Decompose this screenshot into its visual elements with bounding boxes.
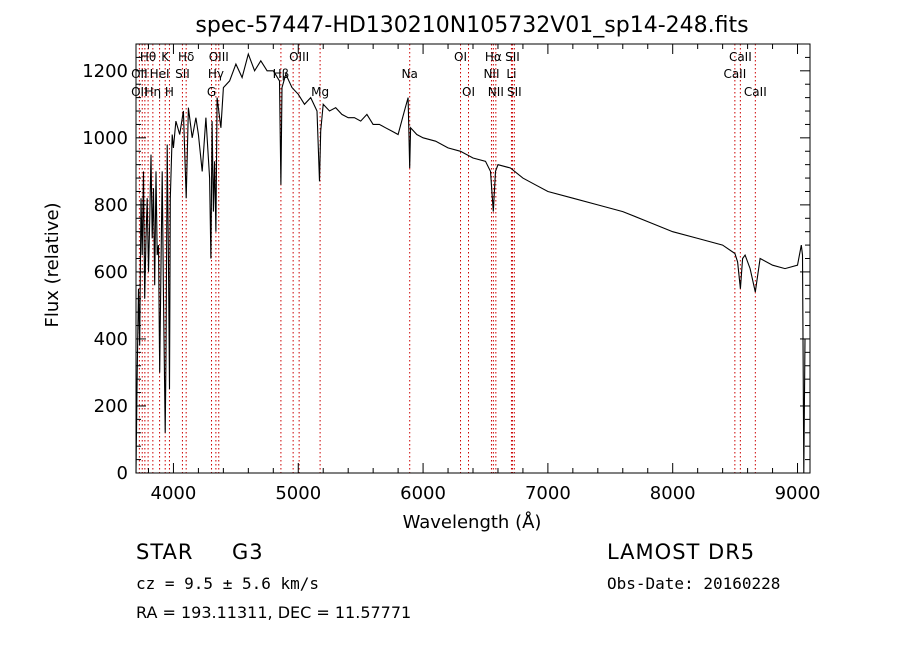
x-tick-label: 5000: [275, 483, 321, 504]
spectral-line-label: Mg: [311, 85, 329, 99]
spectral-line-label: NII: [488, 85, 504, 99]
spectral-line-label: SII: [175, 67, 190, 81]
spectral-line-label: HeI: [150, 67, 170, 81]
spectral-line-label: Hα: [485, 50, 502, 64]
y-tick-label: 600: [94, 262, 128, 283]
spectral-line-label: K: [161, 50, 170, 64]
spectral-line-label: Li: [506, 67, 516, 81]
x-tick-label: 4000: [151, 483, 197, 504]
y-tick-label: 0: [117, 463, 128, 484]
chart-title: spec-57447-HD130210N105732V01_sp14-248.f…: [195, 13, 748, 38]
coordinates: RA = 193.11311, DEC = 11.57771: [136, 603, 412, 622]
spectral-line-labels: HθOIIOIIHηHeIKHHδSIIOIIIHγGOIIIHβMgNaOIO…: [131, 50, 767, 99]
y-axis-label: Flux (relative): [42, 202, 63, 327]
y-tick-label: 1200: [82, 61, 128, 82]
x-tick-label: 6000: [400, 483, 446, 504]
object-class: STAR: [136, 540, 194, 564]
survey-name: LAMOST DR5: [607, 540, 756, 564]
spectral-line-label: NII: [483, 67, 499, 81]
spectral-line-label: OI: [454, 50, 467, 64]
spectrum-line: [135, 52, 806, 474]
spectral-line-label: G: [207, 85, 216, 99]
spectral-line-label: CaII: [729, 50, 752, 64]
plot-frame: [135, 43, 811, 474]
y-tick-label: 800: [94, 195, 128, 216]
spectral-line-label: Hβ: [273, 67, 290, 81]
y-tick-label: 200: [94, 396, 128, 417]
x-tick-label: 7000: [525, 483, 571, 504]
spectral-line-label: H: [165, 85, 174, 99]
spectral-line-label: Hγ: [208, 67, 224, 81]
y-tick-label: 1000: [82, 128, 128, 149]
spectral-line-label: SII: [507, 85, 522, 99]
axis-ticks: 4000 5000 6000 7000 8000 9000 0 200 400 600 800 100…: [82, 44, 820, 504]
x-tick-label: 9000: [775, 483, 821, 504]
spectral-line-label: Hθ: [140, 50, 156, 64]
spectral-line-label: Na: [402, 67, 418, 81]
spectral-line-label: CaII: [744, 85, 767, 99]
object-subclass: G3: [232, 540, 264, 564]
y-tick-label: 400: [94, 329, 128, 350]
spectral-line-label: OII: [131, 85, 148, 99]
spectral-line-label: OI: [462, 85, 475, 99]
x-tick-label: 8000: [650, 483, 696, 504]
spectral-line-label: OIII: [289, 50, 309, 64]
spectral-line-label: CaII: [723, 67, 746, 81]
spectral-line-label: Hδ: [178, 50, 194, 64]
spectral-line-label: OIII: [209, 50, 229, 64]
observation-date: Obs-Date: 20160228: [607, 574, 781, 593]
x-axis-label: Wavelength (Å): [403, 511, 542, 533]
redshift-readout: cz = 9.5 ± 5.6 km/s: [136, 574, 320, 593]
spectral-line-label: Hη: [145, 85, 162, 99]
spectral-line-label: OII: [131, 67, 148, 81]
spectral-line-markers: [138, 44, 756, 473]
spectral-line-label: SII: [505, 50, 520, 64]
